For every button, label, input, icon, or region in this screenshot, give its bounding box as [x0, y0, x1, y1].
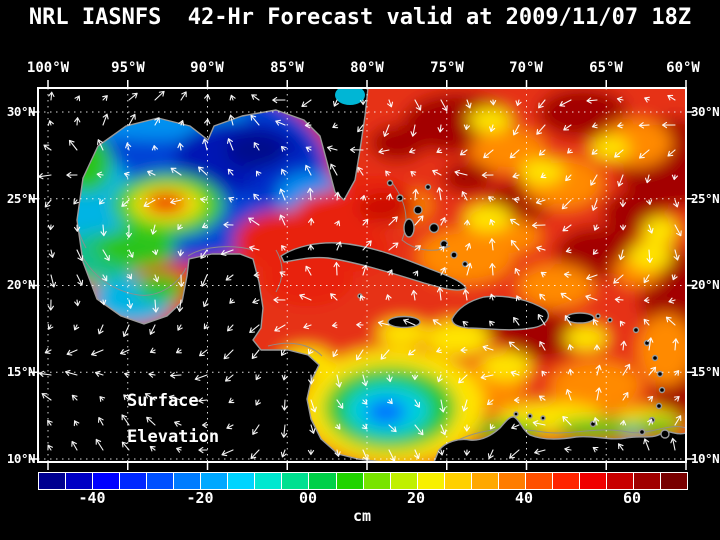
colorbar — [38, 472, 688, 490]
colorbar-segment — [578, 473, 606, 489]
colorbar-segment — [362, 473, 390, 489]
lat-tick-label-left: 20°N — [6, 277, 36, 292]
lat-tick-label-left: 15°N — [6, 364, 36, 379]
colorbar-tick-label: 20 — [406, 489, 426, 507]
page-title: NRL IASNFS 42-Hr Forecast valid at 2009/… — [28, 5, 692, 30]
colorbar-segment — [254, 473, 282, 489]
land-south-america — [433, 416, 686, 462]
colorbar-segment — [281, 473, 309, 489]
colorbar-segment — [227, 473, 255, 489]
lon-tick-label: 70°W — [509, 60, 543, 76]
colorbar-segment — [470, 473, 498, 489]
map-canvas — [30, 80, 694, 470]
lat-tick-label-right: 25°N — [691, 191, 720, 206]
annotation-elevation: Elevation — [127, 427, 220, 447]
lat-tick-label-left: 30°N — [6, 104, 36, 119]
colorbar-segment — [39, 473, 66, 489]
lon-tick-label: 95°W — [111, 60, 145, 76]
colorbar-segment — [119, 473, 147, 489]
land-hispaniola — [451, 295, 550, 331]
colorbar-segment — [660, 473, 688, 489]
lon-tick-label: 90°W — [190, 60, 224, 76]
lon-tick-label: 85°W — [270, 60, 304, 76]
lon-tick-label: 75°W — [430, 60, 464, 76]
land-jamaica — [387, 315, 421, 329]
lat-tick-label-left: 10°N — [6, 451, 36, 466]
colorbar-tick-label: 60 — [622, 489, 642, 507]
colorbar-segment — [335, 473, 363, 489]
lon-tick-label: 65°W — [589, 60, 623, 76]
colorbar-segment — [497, 473, 525, 489]
lon-tick-label: 60°W — [666, 60, 700, 76]
landmass — [38, 88, 686, 462]
lat-tick-label-right: 15°N — [691, 364, 720, 379]
map-border — [37, 87, 687, 463]
colorbar-segment — [308, 473, 336, 489]
colorbar-segment — [524, 473, 552, 489]
colorbar-tick-label: -20 — [186, 489, 214, 507]
colorbar-segment — [551, 473, 579, 489]
vector-arrows — [38, 90, 682, 462]
lat-tick-label-right: 10°N — [691, 451, 720, 466]
colorbar-segment — [146, 473, 174, 489]
lat-tick-label-left: 25°N — [6, 191, 36, 206]
colorbar-segment — [633, 473, 661, 489]
lon-tick-label: 80°W — [350, 60, 384, 76]
land-puerto-rico — [565, 312, 595, 324]
colorbar-unit: cm — [352, 507, 372, 525]
lon-tick-label: 100°W — [26, 60, 70, 76]
colorbar-segment — [443, 473, 471, 489]
colorbar-tick-label: -40 — [78, 489, 106, 507]
annotation-surface: Surface — [127, 391, 199, 411]
land-north-america — [38, 88, 383, 462]
colorbar-segment — [65, 473, 93, 489]
colorbar-segment — [605, 473, 634, 489]
colorbar-tick-label: 40 — [514, 489, 534, 507]
lat-tick-label-right: 20°N — [691, 277, 720, 292]
colorbar-segment — [92, 473, 120, 489]
shelf-water-patch — [335, 88, 365, 105]
lat-tick-label-right: 30°N — [691, 104, 720, 119]
colorbar-segment — [416, 473, 444, 489]
colorbar-segment — [200, 473, 228, 489]
colorbar-tick-label: 00 — [298, 489, 318, 507]
axis-ticks — [30, 80, 694, 470]
colorbar-segment — [173, 473, 201, 489]
colorbar-segment — [389, 473, 417, 489]
